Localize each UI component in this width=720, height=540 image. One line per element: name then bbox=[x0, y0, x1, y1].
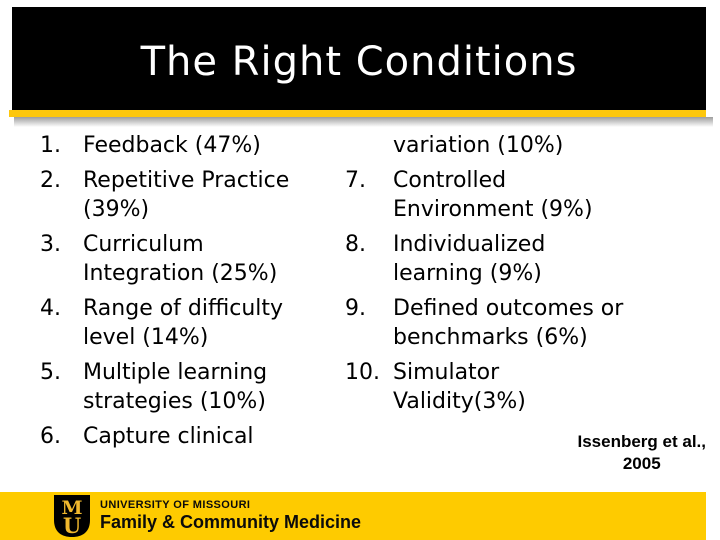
list-item: 7. Controlled Environment (9%) bbox=[345, 166, 655, 224]
item-text: variation (10%) bbox=[393, 133, 564, 158]
list-item: 9. Defined outcomes or benchmarks (6%) bbox=[345, 294, 655, 352]
list-item: 8. Individualized learning (9%) bbox=[345, 230, 655, 288]
mu-shield-logo-icon: M U bbox=[54, 495, 90, 537]
title-bar: The Right Conditions bbox=[12, 7, 706, 110]
item-text: Individualized learning (9%) bbox=[393, 232, 546, 286]
footer-university-name: UNIVERSITY OF MISSOURI bbox=[100, 499, 251, 511]
item-number: 10. bbox=[345, 360, 380, 385]
numbered-list-left: 1. Feedback (47%) 2. Repetitive Practice… bbox=[40, 131, 332, 457]
list-item: 1. Feedback (47%) bbox=[40, 131, 332, 160]
item-text: Repetitive Practice (39%) bbox=[83, 168, 290, 222]
item-number: 5. bbox=[40, 360, 61, 385]
list-item: 2. Repetitive Practice (39%) bbox=[40, 166, 332, 224]
item-text: Simulator Validity(3%) bbox=[393, 360, 526, 414]
footer-bar: M U UNIVERSITY OF MISSOURI Family & Comm… bbox=[0, 492, 706, 540]
list-item: 4. Range of difficulty level (14%) bbox=[40, 294, 332, 352]
item-number: 8. bbox=[345, 232, 366, 257]
item-number: 3. bbox=[40, 232, 61, 257]
list-item: variation (10%) bbox=[345, 131, 655, 160]
item-number: 7. bbox=[345, 168, 366, 193]
item-number: 4. bbox=[40, 296, 61, 321]
item-text: Capture clinical bbox=[83, 424, 254, 449]
item-number: 1. bbox=[40, 133, 61, 158]
list-item: 5. Multiple learning strategies (10%) bbox=[40, 358, 332, 416]
item-text: Feedback (47%) bbox=[83, 133, 261, 158]
item-number bbox=[345, 131, 393, 160]
footer-text: UNIVERSITY OF MISSOURI Family & Communit… bbox=[100, 499, 361, 532]
gold-accent-stripe bbox=[9, 110, 706, 117]
logo-letter-u: U bbox=[63, 513, 81, 537]
slide-header: The Right Conditions bbox=[9, 7, 713, 127]
item-text: Defined outcomes or benchmarks (6%) bbox=[393, 296, 624, 350]
item-text: Range of difficulty level (14%) bbox=[83, 296, 284, 350]
item-number: 9. bbox=[345, 296, 366, 321]
page-title: The Right Conditions bbox=[140, 38, 578, 85]
list-item: 6. Capture clinical bbox=[40, 422, 332, 451]
citation: Issenberg et al., 2005 bbox=[578, 431, 707, 475]
item-number: 2. bbox=[40, 168, 61, 193]
item-text: Controlled Environment (9%) bbox=[393, 168, 593, 222]
citation-authors: Issenberg et al., bbox=[577, 432, 707, 451]
item-number: 6. bbox=[40, 424, 61, 449]
list-item: 10. Simulator Validity(3%) bbox=[345, 358, 655, 416]
footer-department-name: Family & Community Medicine bbox=[100, 512, 362, 532]
item-text: Curriculum Integration (25%) bbox=[83, 232, 278, 286]
numbered-list-right: variation (10%) 7. Controlled Environmen… bbox=[345, 131, 655, 422]
header-drop-shadow bbox=[14, 117, 713, 127]
item-text: Multiple learning strategies (10%) bbox=[83, 360, 268, 414]
logo-letter-m: M bbox=[61, 497, 82, 519]
list-item: 3. Curriculum Integration (25%) bbox=[40, 230, 332, 288]
citation-year: 2005 bbox=[622, 454, 661, 473]
